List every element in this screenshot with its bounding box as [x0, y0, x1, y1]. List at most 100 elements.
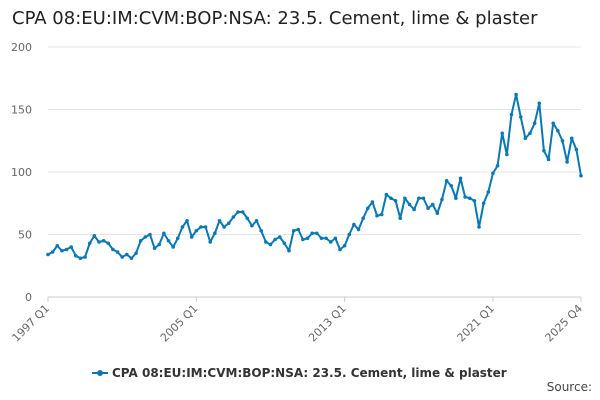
data-point[interactable] [505, 152, 509, 157]
data-point[interactable] [407, 202, 412, 207]
legend[interactable]: CPA 08:EU:IM:CVM:BOP:NSA: 23.5. Cement, … [92, 366, 507, 380]
data-point[interactable] [226, 221, 231, 226]
data-point[interactable] [366, 206, 370, 211]
data-point[interactable] [412, 207, 416, 212]
data-point[interactable] [551, 121, 555, 126]
data-point[interactable] [319, 236, 324, 241]
data-point[interactable] [426, 206, 430, 211]
data-point[interactable] [556, 128, 560, 133]
data-point[interactable] [115, 250, 120, 254]
data-point[interactable] [352, 222, 356, 227]
data-point[interactable] [518, 115, 523, 119]
data-point[interactable] [180, 225, 185, 229]
data-point[interactable] [175, 236, 180, 241]
data-point[interactable] [199, 225, 203, 229]
data-point[interactable] [398, 216, 403, 221]
data-point[interactable] [148, 232, 152, 237]
data-point[interactable] [333, 236, 338, 241]
data-point[interactable] [143, 235, 148, 239]
data-point[interactable] [370, 200, 375, 204]
data-point[interactable] [78, 256, 83, 261]
data-point[interactable] [416, 196, 421, 201]
data-point[interactable] [477, 225, 481, 229]
data-point[interactable] [384, 192, 389, 197]
data-point[interactable] [467, 196, 472, 201]
data-point[interactable] [87, 241, 92, 246]
data-point[interactable] [120, 255, 124, 259]
data-point[interactable] [203, 225, 208, 229]
data-point[interactable] [310, 231, 314, 236]
data-point[interactable] [152, 246, 157, 251]
data-point[interactable] [231, 215, 236, 219]
data-point[interactable] [305, 236, 310, 241]
data-point[interactable] [560, 138, 565, 143]
data-point[interactable] [92, 233, 97, 238]
data-point[interactable] [236, 210, 240, 214]
data-point[interactable] [361, 216, 365, 221]
data-point[interactable] [254, 218, 259, 223]
data-point[interactable] [101, 238, 106, 243]
data-point[interactable] [245, 216, 250, 221]
data-point[interactable] [185, 218, 189, 223]
data-point[interactable] [124, 252, 129, 257]
data-point[interactable] [64, 247, 69, 252]
data-point[interactable] [217, 218, 222, 223]
data-point[interactable] [291, 228, 296, 233]
data-point[interactable] [463, 195, 467, 199]
data-point[interactable] [356, 227, 361, 232]
data-point[interactable] [481, 201, 486, 206]
data-point[interactable] [273, 237, 277, 242]
data-point[interactable] [208, 240, 213, 244]
data-point[interactable] [134, 251, 138, 256]
data-point[interactable] [60, 248, 64, 253]
data-point[interactable] [500, 131, 505, 136]
data-point[interactable] [138, 238, 143, 243]
data-point[interactable] [509, 112, 514, 117]
data-point[interactable] [324, 236, 328, 241]
data-point[interactable] [546, 157, 551, 162]
data-point[interactable] [569, 136, 574, 141]
data-point[interactable] [495, 163, 500, 168]
data-point[interactable] [162, 231, 166, 236]
data-point[interactable] [69, 245, 73, 249]
data-point[interactable] [282, 241, 287, 246]
data-point[interactable] [528, 131, 532, 136]
data-point[interactable] [301, 237, 305, 242]
data-point[interactable] [315, 231, 319, 236]
data-point[interactable] [106, 241, 111, 246]
data-point[interactable] [574, 147, 579, 152]
data-point[interactable] [532, 121, 537, 126]
data-point[interactable] [342, 243, 347, 248]
data-point[interactable] [171, 245, 175, 249]
data-point[interactable] [491, 171, 495, 176]
data-point[interactable] [268, 242, 273, 247]
data-point[interactable] [542, 148, 546, 153]
data-point[interactable] [129, 256, 134, 261]
data-point[interactable] [565, 160, 569, 164]
data-point[interactable] [472, 198, 477, 203]
data-point[interactable] [166, 238, 171, 243]
data-point[interactable] [338, 247, 342, 252]
data-point[interactable] [328, 240, 333, 244]
data-point[interactable] [55, 243, 60, 248]
data-point[interactable] [287, 248, 291, 253]
data-point[interactable] [189, 235, 194, 239]
data-point[interactable] [83, 255, 87, 259]
data-point[interactable] [97, 240, 101, 244]
data-point[interactable] [421, 196, 426, 201]
data-point[interactable] [454, 196, 458, 201]
data-point[interactable] [46, 252, 50, 257]
data-point[interactable] [74, 253, 78, 258]
data-point[interactable] [430, 202, 435, 207]
data-point[interactable] [435, 211, 440, 216]
data-point[interactable] [240, 210, 245, 214]
data-point[interactable] [375, 213, 379, 218]
data-point[interactable] [444, 178, 449, 183]
data-point[interactable] [157, 242, 162, 247]
data-point[interactable] [222, 225, 226, 229]
data-point[interactable] [393, 198, 398, 203]
data-point[interactable] [579, 173, 583, 178]
data-point[interactable] [514, 92, 518, 97]
data-point[interactable] [296, 227, 301, 232]
data-point[interactable] [194, 228, 199, 233]
